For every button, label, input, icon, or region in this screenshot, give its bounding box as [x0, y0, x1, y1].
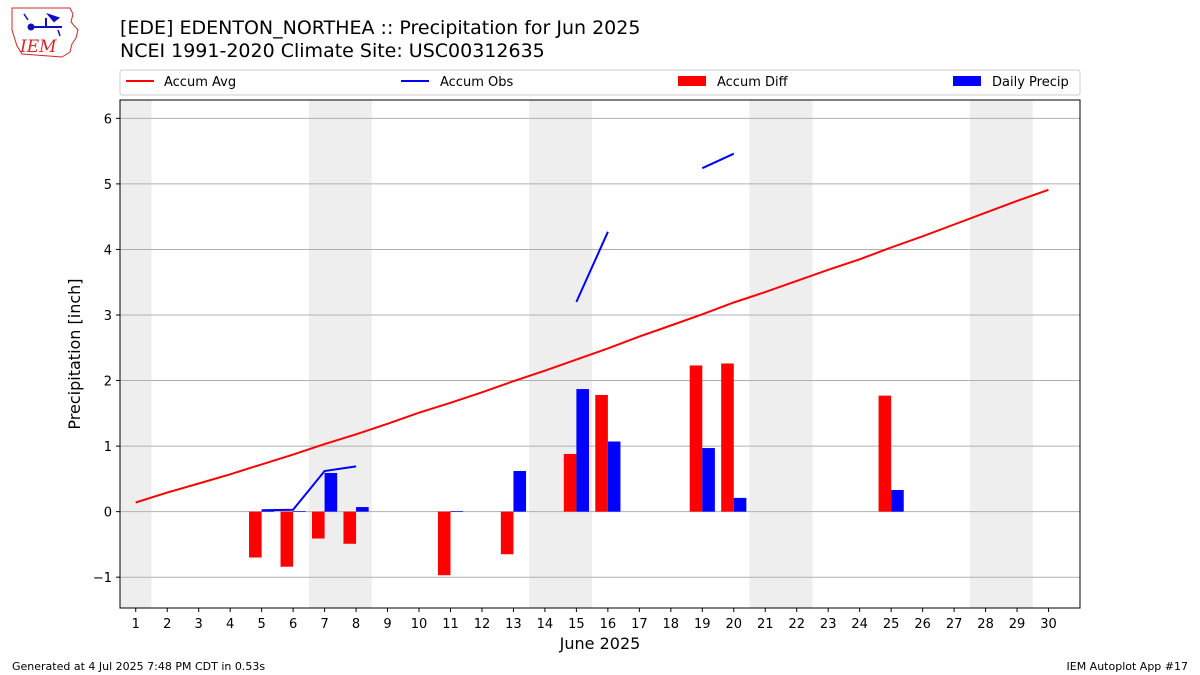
ytick-label-1: 1 — [104, 440, 112, 455]
xtick-label-5: 5 — [257, 617, 265, 632]
bar-daily-precip-19 — [702, 448, 715, 512]
xtick-label-23: 23 — [820, 617, 837, 632]
legend-label-accum-diff: Accum Diff — [717, 75, 789, 90]
xtick-label-20: 20 — [725, 617, 742, 632]
plot-frame — [119, 99, 1081, 609]
footer-app: IEM Autoplot App #17 — [1067, 660, 1189, 673]
xtick-label-10: 10 — [411, 617, 428, 632]
bar-accum-diff-16 — [595, 394, 608, 512]
bar-accum-diff-8 — [343, 511, 357, 544]
bar-accum-diff-15 — [563, 453, 577, 512]
legend: Accum Avg Accum Obs Accum Diff Daily Pre… — [119, 69, 1081, 96]
xtick-label-14: 14 — [537, 617, 554, 632]
xtick-label-8: 8 — [352, 617, 360, 632]
bar-daily-precip-15 — [576, 389, 589, 512]
ytick-label--1: −1 — [93, 571, 112, 586]
legend-item-accum-diff: Accum Diff — [678, 75, 789, 90]
legend-label-accum-avg: Accum Avg — [164, 75, 236, 90]
bar-accum-diff-11 — [437, 511, 451, 576]
bar-accum-diff-7 — [312, 511, 325, 539]
ytick-label-2: 2 — [104, 375, 112, 390]
weekend-shading — [120, 100, 1033, 608]
weekend-shade-3 — [749, 100, 813, 608]
xtick-label-24: 24 — [851, 617, 868, 632]
y-axis-label: Precipitation [inch] — [65, 278, 84, 429]
bar-accum-diff-6 — [280, 511, 294, 567]
bar-accum-diff-19 — [689, 365, 703, 512]
bar-accum-diff-20 — [721, 363, 734, 512]
bar-accum-diff-13 — [500, 511, 514, 555]
bar-accum-diff-5 — [249, 511, 262, 558]
xtick-label-3: 3 — [195, 617, 203, 632]
y-axis-ticks: −1 0 1 2 3 4 5 6 — [93, 112, 120, 586]
xtick-label-2: 2 — [163, 617, 171, 632]
xtick-label-1: 1 — [132, 617, 140, 632]
iowa-outline-icon — [11, 7, 79, 58]
iem-logo: IEM — [11, 7, 79, 58]
xtick-label-13: 13 — [505, 617, 522, 632]
xtick-label-27: 27 — [946, 617, 963, 632]
xtick-label-28: 28 — [977, 617, 994, 632]
legend-swatch-accum-diff — [678, 76, 706, 86]
xtick-label-29: 29 — [1009, 617, 1026, 632]
x-axis-label: June 2025 — [559, 634, 641, 653]
xtick-label-26: 26 — [914, 617, 931, 632]
xtick-label-25: 25 — [883, 617, 900, 632]
line-accum-obs-segment-1 — [575, 231, 609, 303]
bar-daily-precip-7 — [324, 472, 338, 512]
line-accum-avg-segment-0 — [135, 188, 1049, 504]
footer-generated: Generated at 4 Jul 2025 7:48 PM CDT in 0… — [12, 660, 265, 673]
xtick-label-16: 16 — [600, 617, 617, 632]
bar-daily-precip-25 — [891, 490, 904, 512]
xtick-label-7: 7 — [320, 617, 328, 632]
legend-frame — [119, 69, 1081, 96]
legend-label-daily-precip: Daily Precip — [992, 75, 1069, 90]
xtick-label-11: 11 — [442, 617, 459, 632]
bars — [249, 363, 904, 576]
xtick-label-4: 4 — [226, 617, 234, 632]
lines — [135, 152, 1049, 512]
xtick-label-30: 30 — [1040, 617, 1057, 632]
ytick-label-5: 5 — [104, 178, 112, 193]
xtick-label-15: 15 — [568, 617, 585, 632]
legend-item-accum-avg: Accum Avg — [126, 75, 236, 90]
chart-title: [EDE] EDENTON_NORTHEA :: Precipitation f… — [120, 17, 640, 39]
bar-daily-precip-13 — [513, 471, 527, 512]
logo-text: IEM — [19, 37, 57, 57]
xtick-label-6: 6 — [289, 617, 297, 632]
line-accum-obs-segment-0 — [261, 465, 357, 512]
bar-accum-diff-25 — [878, 395, 892, 512]
xtick-label-17: 17 — [631, 617, 648, 632]
xtick-label-21: 21 — [757, 617, 774, 632]
bar-daily-precip-11 — [450, 510, 464, 512]
xtick-label-12: 12 — [474, 617, 491, 632]
bar-daily-precip-6 — [293, 510, 306, 512]
weather-station-icon — [23, 12, 62, 37]
ytick-label-0: 0 — [104, 506, 112, 521]
ytick-label-6: 6 — [104, 112, 112, 127]
legend-item-accum-obs: Accum Obs — [401, 75, 513, 90]
x-axis-ticks: 1 2 3 4 5 6 7 8 9 10 11 12 13 14 15 16 17 18 19 20 21 22 23 24 2… — [132, 608, 1057, 632]
weekend-shade-2 — [529, 100, 593, 608]
weekend-shade-0 — [120, 100, 152, 608]
ytick-label-3: 3 — [104, 309, 112, 324]
bar-daily-precip-20 — [733, 497, 747, 512]
line-accum-obs-segment-2 — [701, 152, 735, 170]
bar-daily-precip-16 — [607, 441, 621, 512]
xtick-label-18: 18 — [663, 617, 680, 632]
legend-item-daily-precip: Daily Precip — [953, 75, 1069, 90]
chart-subtitle: NCEI 1991-2020 Climate Site: USC00312635 — [120, 40, 545, 62]
ytick-label-4: 4 — [104, 243, 112, 258]
xtick-label-19: 19 — [694, 617, 711, 632]
xtick-label-22: 22 — [788, 617, 805, 632]
weekend-shade-4 — [969, 100, 1033, 608]
legend-label-accum-obs: Accum Obs — [440, 75, 513, 90]
legend-swatch-daily-precip — [953, 76, 981, 86]
xtick-label-9: 9 — [383, 617, 391, 632]
bar-daily-precip-8 — [356, 507, 369, 512]
